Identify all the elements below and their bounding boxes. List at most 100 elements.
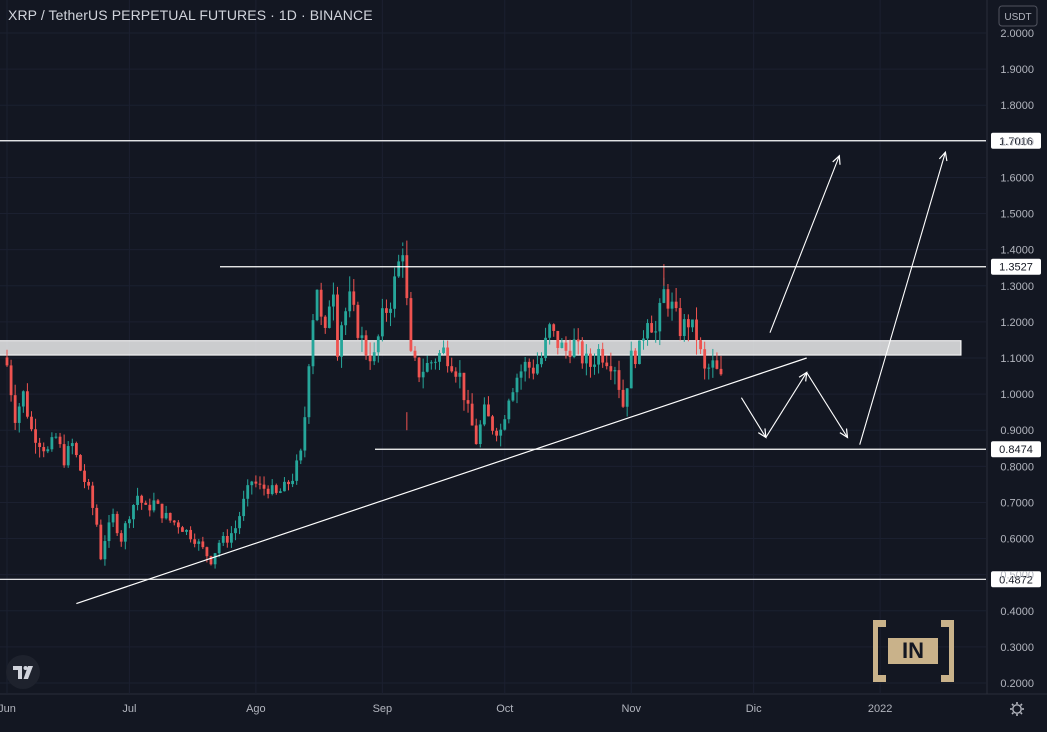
candle-body [132,504,135,520]
candle-body [654,331,658,333]
candle-body [589,353,592,367]
candle-body [691,319,694,328]
candle-body [58,436,62,445]
candle-body [91,485,95,508]
candle-body [613,370,617,372]
candle-body [128,519,131,524]
candle-body [442,347,445,353]
tradingview-logo-icon[interactable] [6,655,40,689]
candle-body [650,323,654,333]
candle-body [458,372,462,377]
candle-body [344,311,348,326]
projection-arrow-segment[interactable] [769,155,840,333]
price-axis[interactable]: 2.0000 1.9000 1.8000 1.7000 1.6000 1.5000 1.40… [998,5,1038,690]
price-tick-label: 0.6000 [1000,534,1034,546]
candle-body [629,350,633,389]
candle-body [246,485,250,499]
candle-body [707,367,711,369]
candle-body [238,516,241,529]
currency-unit-label: USDT [1004,12,1031,23]
price-tick-label: 0.3000 [1000,642,1034,654]
currency-unit-box[interactable] [998,5,1038,27]
candle-body [576,339,580,342]
candle-body [136,495,139,505]
candle-body [536,364,539,374]
candle-body [434,361,437,363]
candle-body [580,341,584,364]
candle-body [221,535,225,543]
candle-body [38,442,42,448]
candle-body [405,255,409,299]
candle-body [572,339,576,358]
candle-body [495,430,498,436]
candle-body [642,338,645,341]
candle-body [474,425,478,445]
candle-body [270,485,274,494]
candle-body [197,541,201,544]
arrowhead-icon [938,150,948,162]
candle-body [417,357,421,378]
candle-body [123,523,127,542]
price-level-tag-label: 1.3527 [999,262,1033,274]
candle-body [50,437,54,450]
candle-body [556,330,560,349]
candle-body [711,360,715,368]
time-tick-label: Jun [0,703,16,715]
candles-layer [5,240,723,569]
candle-body [699,340,702,350]
price-level-tag[interactable] [991,258,1041,275]
price-tick-label: 1.8000 [1000,100,1034,112]
candle-body [548,324,552,338]
time-axis[interactable]: Jun Jul Ago Sep Oct Nov Dic 2022 [0,703,892,715]
price-level-tag[interactable] [991,132,1041,149]
candle-body [466,400,470,404]
gear-icon[interactable] [1010,702,1024,716]
candle-body [380,308,384,337]
candle-body [409,298,413,351]
candle-body [99,524,103,560]
candle-body [262,484,266,489]
candle-body [17,406,21,423]
candle-body [389,308,392,313]
candle-body [393,276,396,309]
candle-body [446,347,450,367]
candle-body [531,367,535,374]
time-tick-label: Jul [122,703,136,715]
resistance-zone[interactable] [0,340,962,356]
candle-body [115,513,119,534]
price-level-tag[interactable] [991,571,1041,588]
candle-body [181,527,184,532]
candle-body [450,366,454,372]
projection-arrow-segment[interactable] [859,152,946,445]
candle-body [46,449,50,452]
price-tick-label: 1.4000 [1000,245,1034,257]
candle-body [303,417,307,451]
candle-body [185,529,188,532]
candle-body [152,500,156,511]
candle-body [234,528,237,534]
candle-body [254,481,258,484]
candle-body [205,547,209,557]
projection-arrow-segment[interactable] [740,397,767,438]
price-tick-label: 1.5000 [1000,209,1034,221]
price-level-tag-label: 0.4872 [999,574,1033,586]
candle-body [13,395,17,423]
candle-body [666,289,670,309]
candle-body [160,503,164,519]
price-level-tag[interactable] [991,441,1041,458]
candle-body [515,377,519,393]
candle-body [503,419,507,430]
candle-body [140,495,144,503]
ascending-trendline[interactable] [76,357,807,605]
time-tick-label: 2022 [868,703,892,715]
candle-body [560,342,564,349]
candle-body [83,470,86,482]
candle-body [74,443,78,456]
projection-arrow-segment[interactable] [806,372,848,438]
projection-arrow-segment[interactable] [765,372,808,438]
candle-body [674,301,678,309]
candle-body [511,392,515,401]
